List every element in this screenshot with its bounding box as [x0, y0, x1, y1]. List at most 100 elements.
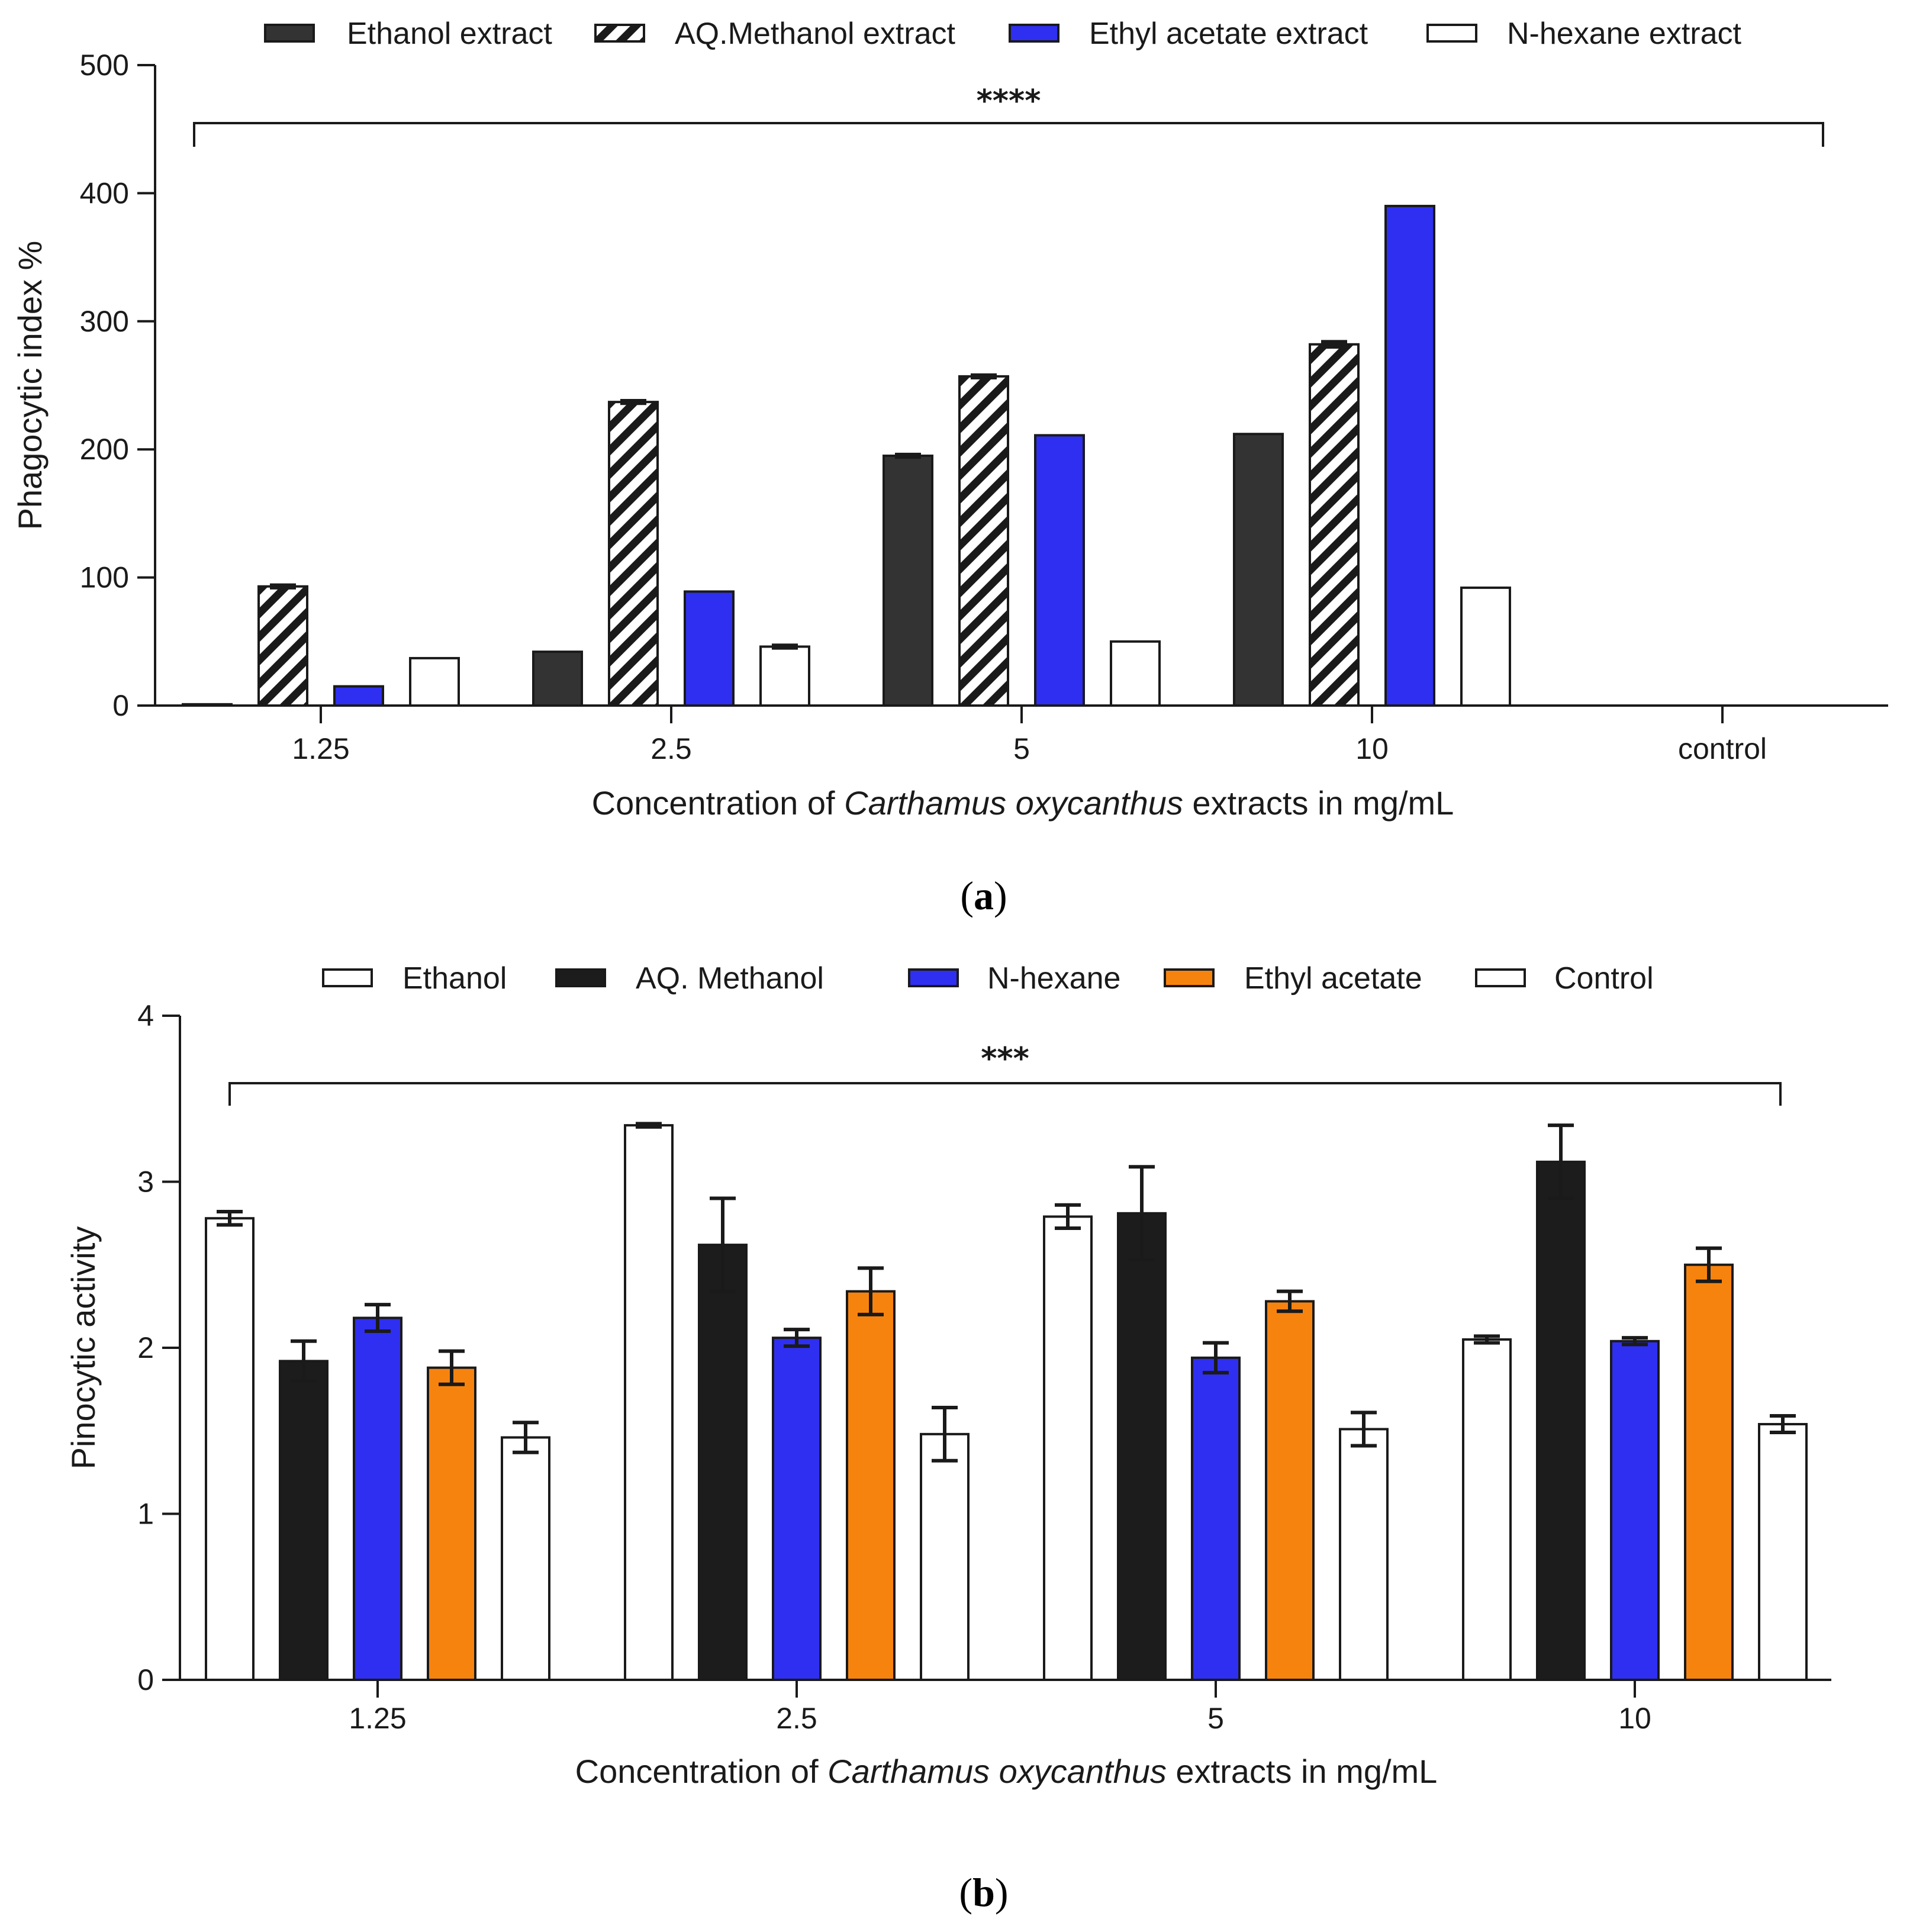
- legend-label-ethanol: Ethanol: [402, 961, 507, 996]
- bar-ethyl-acetate-2-5: [846, 1290, 896, 1681]
- bar-n-hexane-extract-1-25: [409, 656, 460, 707]
- legend-label-aq-methanol-extract: AQ.Methanol extract: [675, 17, 956, 51]
- error-bar-aq-methanol-extract-10: [1321, 340, 1347, 349]
- legend-swatch-ethanol-extract: [264, 24, 315, 43]
- error-bar-ethyl-acetate-10: [1696, 1246, 1722, 1283]
- legend-label-ethanol-extract: Ethanol extract: [347, 17, 552, 51]
- x-tick-label-5: 5: [1207, 1702, 1224, 1735]
- x-axis-title-part: Concentration of: [575, 1753, 827, 1790]
- bar-control-2-5: [920, 1432, 970, 1682]
- panel-label-a: (a): [960, 873, 1007, 918]
- y-axis-title: Phagocytic index %: [11, 241, 49, 530]
- x-axis-title: Concentration of Carthamus oxycanthus ex…: [592, 784, 1454, 822]
- error-bar-aq-methanol-extract-5: [971, 373, 997, 380]
- panel-label-part: b: [972, 1870, 995, 1915]
- error-bar-ethyl-acetate-5: [1277, 1289, 1303, 1313]
- error-bar-n-hexane-10: [1622, 1336, 1648, 1347]
- bar-ethyl-acetate-5: [1265, 1300, 1315, 1681]
- legend-swatch-n-hexane: [908, 968, 959, 987]
- significance-label: ****: [977, 83, 1041, 119]
- bar-ethanol-extract-2-5: [532, 651, 583, 707]
- error-bar-n-hexane-2-5: [784, 1328, 810, 1348]
- x-axis-title-part: extracts in mg/mL: [1167, 1753, 1437, 1790]
- legend-label-n-hexane-extract: N-hexane extract: [1507, 17, 1742, 51]
- y-tick-label: 2: [137, 1331, 154, 1364]
- bar-n-hexane-extract-2-5: [759, 645, 810, 707]
- error-bar-ethanol-10: [1474, 1334, 1500, 1345]
- x-tick-label-10: 10: [1618, 1702, 1651, 1735]
- significance-bracket: [193, 122, 1824, 147]
- bar-ethyl-acetate-10: [1684, 1263, 1734, 1681]
- panel-label-b: (b): [959, 1870, 1008, 1915]
- x-axis-title-part: Carthamus oxycanthus: [844, 784, 1183, 822]
- panel-label-part: (: [959, 1870, 972, 1915]
- bar-ethanol-extract-10: [1233, 433, 1284, 707]
- bar-ethyl-acetate-extract-1-25: [333, 685, 384, 707]
- y-axis-title: Pinocytic activity: [65, 1226, 102, 1470]
- error-bar-aq-methanol-extract-1-25: [270, 583, 296, 590]
- legend-label-ethyl-acetate: Ethyl acetate: [1244, 961, 1422, 996]
- bar-ethanol-10: [1462, 1338, 1512, 1682]
- bar-n-hexane-extract-10: [1460, 586, 1511, 707]
- error-bar-n-hexane-1-25: [365, 1303, 391, 1333]
- legend-label-control: Control: [1554, 961, 1654, 996]
- phagocytic-index-chart: 0 100 200 300 400 500 1.25 2.5 5 10 control Ethanol…: [11, 17, 1888, 918]
- significance-label: ***: [981, 1041, 1029, 1077]
- panel-label-part: (: [960, 873, 974, 918]
- bar-aq-methanol-2-5: [698, 1244, 748, 1682]
- bar-ethyl-acetate-extract-5: [1034, 434, 1085, 707]
- error-bar-control-2-5: [932, 1405, 958, 1463]
- panel-label-part: ): [995, 1870, 1009, 1915]
- error-bar-n-hexane-extract-2-5: [772, 643, 798, 650]
- bar-ethanol-5: [1043, 1215, 1093, 1681]
- error-bar-control-10: [1770, 1414, 1796, 1435]
- x-axis-title-part: Carthamus oxycanthus: [827, 1753, 1167, 1790]
- x-tick-label-10: 10: [1355, 732, 1389, 765]
- legend-swatch-aq-methanol: [555, 968, 606, 987]
- x-tick-label-control: control: [1678, 732, 1767, 765]
- error-bar-n-hexane-5: [1203, 1341, 1229, 1375]
- significance-bracket: [228, 1082, 1782, 1106]
- x-axis-title-part: Concentration of: [592, 784, 844, 822]
- y-tick-label: 4: [137, 999, 154, 1032]
- error-bar-ethanol-2-5: [636, 1122, 662, 1129]
- x-axis-title: Concentration of Carthamus oxycanthus ex…: [575, 1753, 1438, 1790]
- y-tick-label: 200: [80, 433, 129, 466]
- bar-aq-methanol-extract-5: [958, 375, 1009, 707]
- y-tick-label: 100: [80, 561, 129, 594]
- legend-swatch-ethyl-acetate: [1164, 968, 1215, 987]
- legend-swatch-ethyl-acetate-extract: [1009, 24, 1059, 43]
- bar-control-1-25: [501, 1436, 550, 1681]
- x-tick-label-1-25: 1.25: [292, 732, 349, 765]
- bar-aq-methanol-extract-10: [1309, 343, 1360, 707]
- panel-label-part: a: [974, 873, 994, 918]
- legend-swatch-ethanol: [322, 968, 373, 987]
- error-bar-aq-methanol-5: [1129, 1165, 1155, 1262]
- bar-ethyl-acetate-1-25: [427, 1366, 476, 1681]
- error-bar-aq-methanol-2-5: [710, 1196, 736, 1293]
- bar-aq-methanol-10: [1536, 1160, 1586, 1681]
- y-tick-label: 1: [137, 1498, 154, 1531]
- x-tick-label-2-5: 2.5: [776, 1702, 817, 1735]
- legend-swatch-aq-methanol-extract: [594, 24, 645, 43]
- error-bar-ethyl-acetate-1-25: [439, 1349, 465, 1386]
- legend-swatch-control: [1475, 968, 1526, 987]
- bar-ethanol-2-5: [624, 1124, 674, 1681]
- panel-label-part: ): [994, 873, 1007, 918]
- y-tick-label: 0: [112, 689, 129, 722]
- error-bar-aq-methanol-1-25: [291, 1339, 317, 1383]
- y-tick-label: 500: [80, 49, 129, 82]
- bar-ethyl-acetate-extract-2-5: [684, 590, 735, 707]
- x-tick-label-1-25: 1.25: [349, 1702, 406, 1735]
- y-tick-label: 300: [80, 305, 129, 338]
- bar-ethanol-extract-5: [883, 455, 933, 707]
- y-tick-label: 0: [137, 1663, 154, 1696]
- bar-n-hexane-5: [1191, 1356, 1241, 1682]
- pinocytic-activity-chart: 0 1 2 3 4 1.25 2.5 5 10 Ethanol AQ. Methanol N-hexa…: [65, 961, 1831, 1915]
- bar-n-hexane-10: [1610, 1339, 1660, 1681]
- bar-ethyl-acetate-extract-10: [1384, 205, 1435, 707]
- x-axis-title-part: extracts in mg/mL: [1183, 784, 1454, 822]
- y-tick-label: 400: [80, 176, 129, 210]
- legend-label-n-hexane: N-hexane: [987, 961, 1120, 996]
